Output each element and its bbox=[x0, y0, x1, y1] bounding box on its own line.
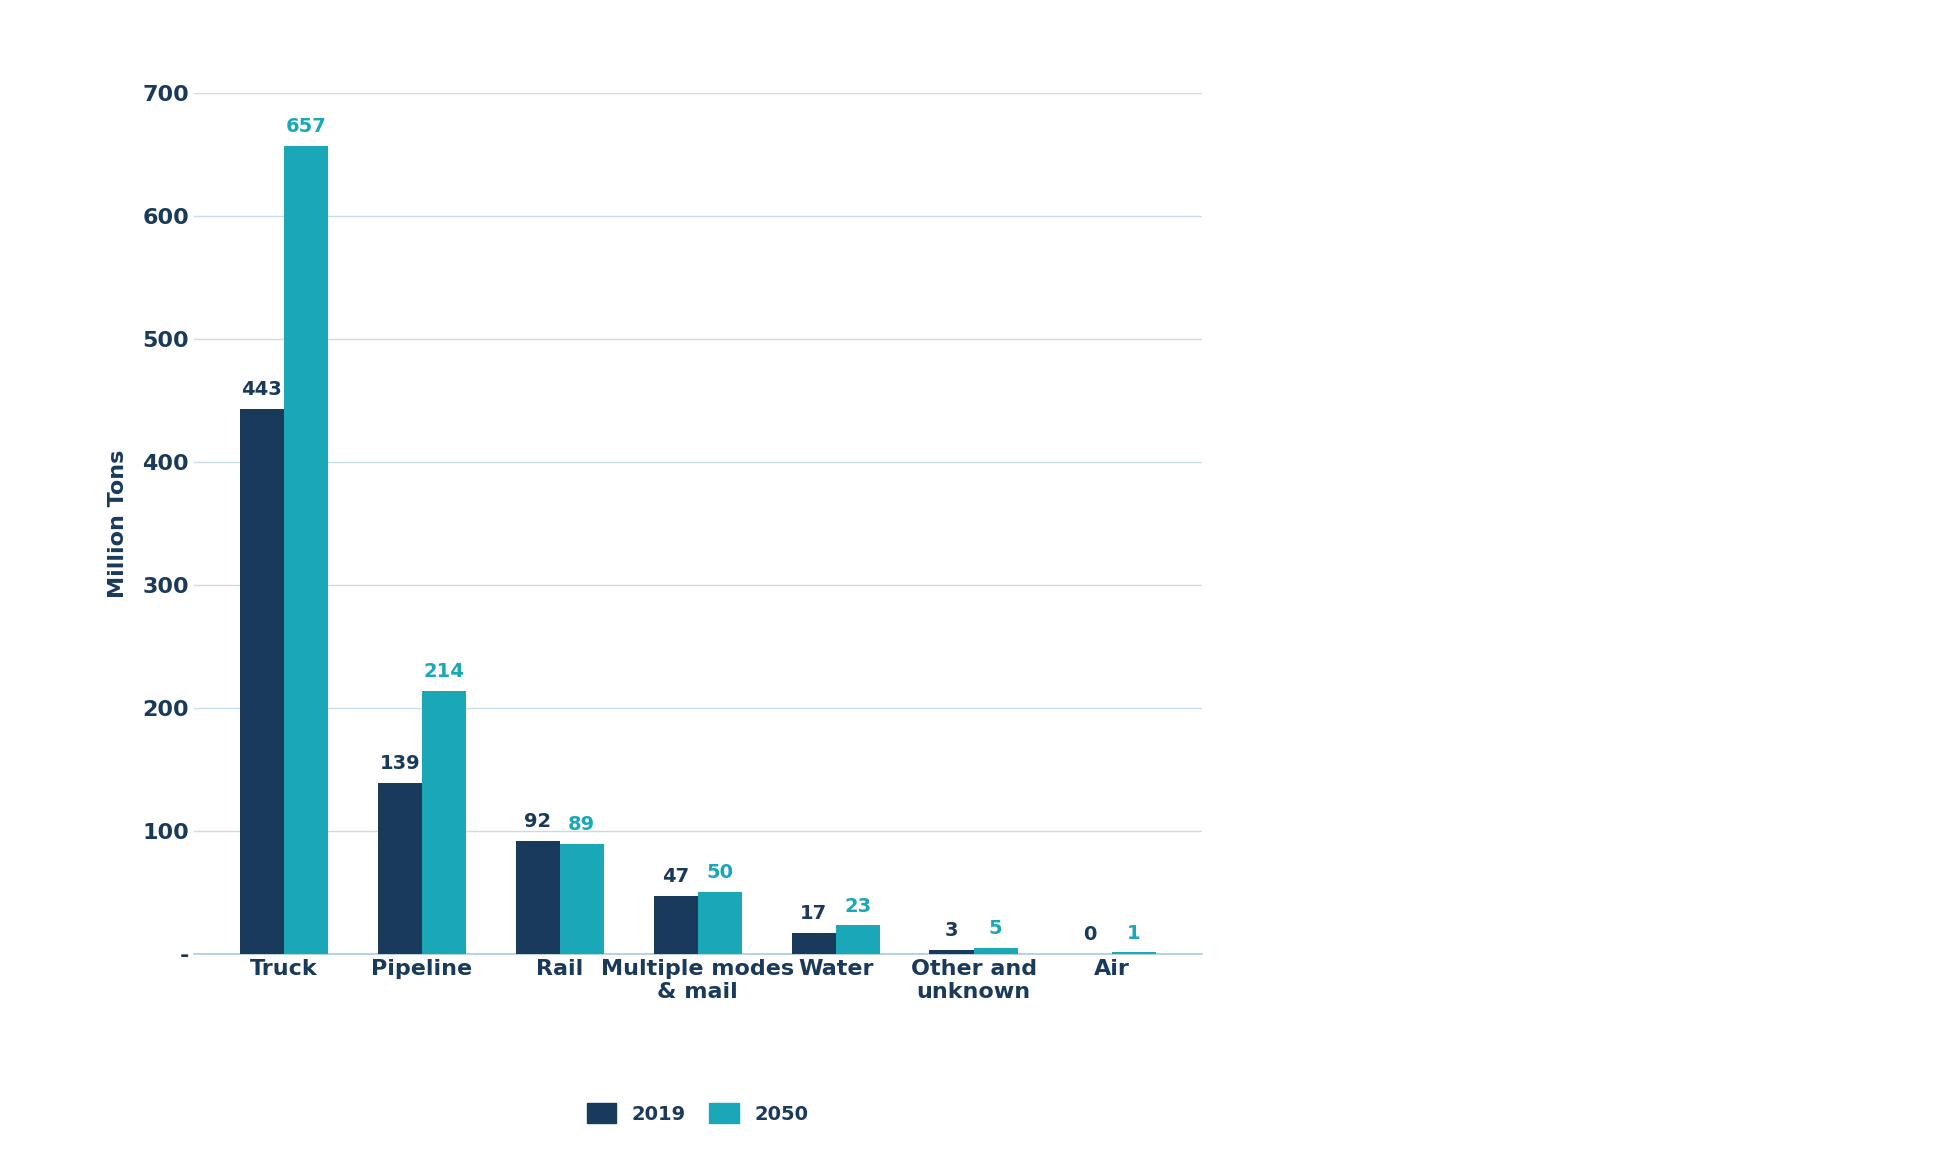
Bar bbox=[930, 950, 973, 954]
Text: 657: 657 bbox=[285, 117, 326, 136]
Y-axis label: Million Tons: Million Tons bbox=[109, 449, 128, 598]
Text: 1: 1 bbox=[1126, 923, 1140, 942]
Text: 3: 3 bbox=[946, 921, 957, 940]
Bar bbox=[560, 844, 605, 954]
Text: 5: 5 bbox=[988, 919, 1002, 937]
Bar bbox=[240, 409, 283, 954]
Bar bbox=[835, 926, 880, 954]
Bar bbox=[422, 691, 465, 954]
Text: 214: 214 bbox=[422, 662, 465, 680]
Bar bbox=[698, 892, 742, 954]
Text: 0: 0 bbox=[1083, 925, 1097, 944]
Text: 47: 47 bbox=[663, 868, 690, 886]
Text: 17: 17 bbox=[800, 904, 828, 923]
Text: 89: 89 bbox=[568, 815, 595, 834]
Text: 443: 443 bbox=[242, 380, 283, 399]
Bar bbox=[791, 933, 835, 954]
Text: 139: 139 bbox=[380, 754, 421, 773]
Text: 92: 92 bbox=[523, 812, 550, 830]
Text: 50: 50 bbox=[705, 863, 733, 883]
Bar bbox=[653, 896, 698, 954]
Bar bbox=[973, 948, 1017, 954]
Bar bbox=[283, 145, 328, 954]
Bar bbox=[516, 841, 560, 954]
Bar bbox=[1112, 952, 1155, 954]
Legend: 2019, 2050: 2019, 2050 bbox=[578, 1093, 818, 1133]
Bar bbox=[378, 783, 422, 954]
Text: 23: 23 bbox=[845, 897, 872, 915]
